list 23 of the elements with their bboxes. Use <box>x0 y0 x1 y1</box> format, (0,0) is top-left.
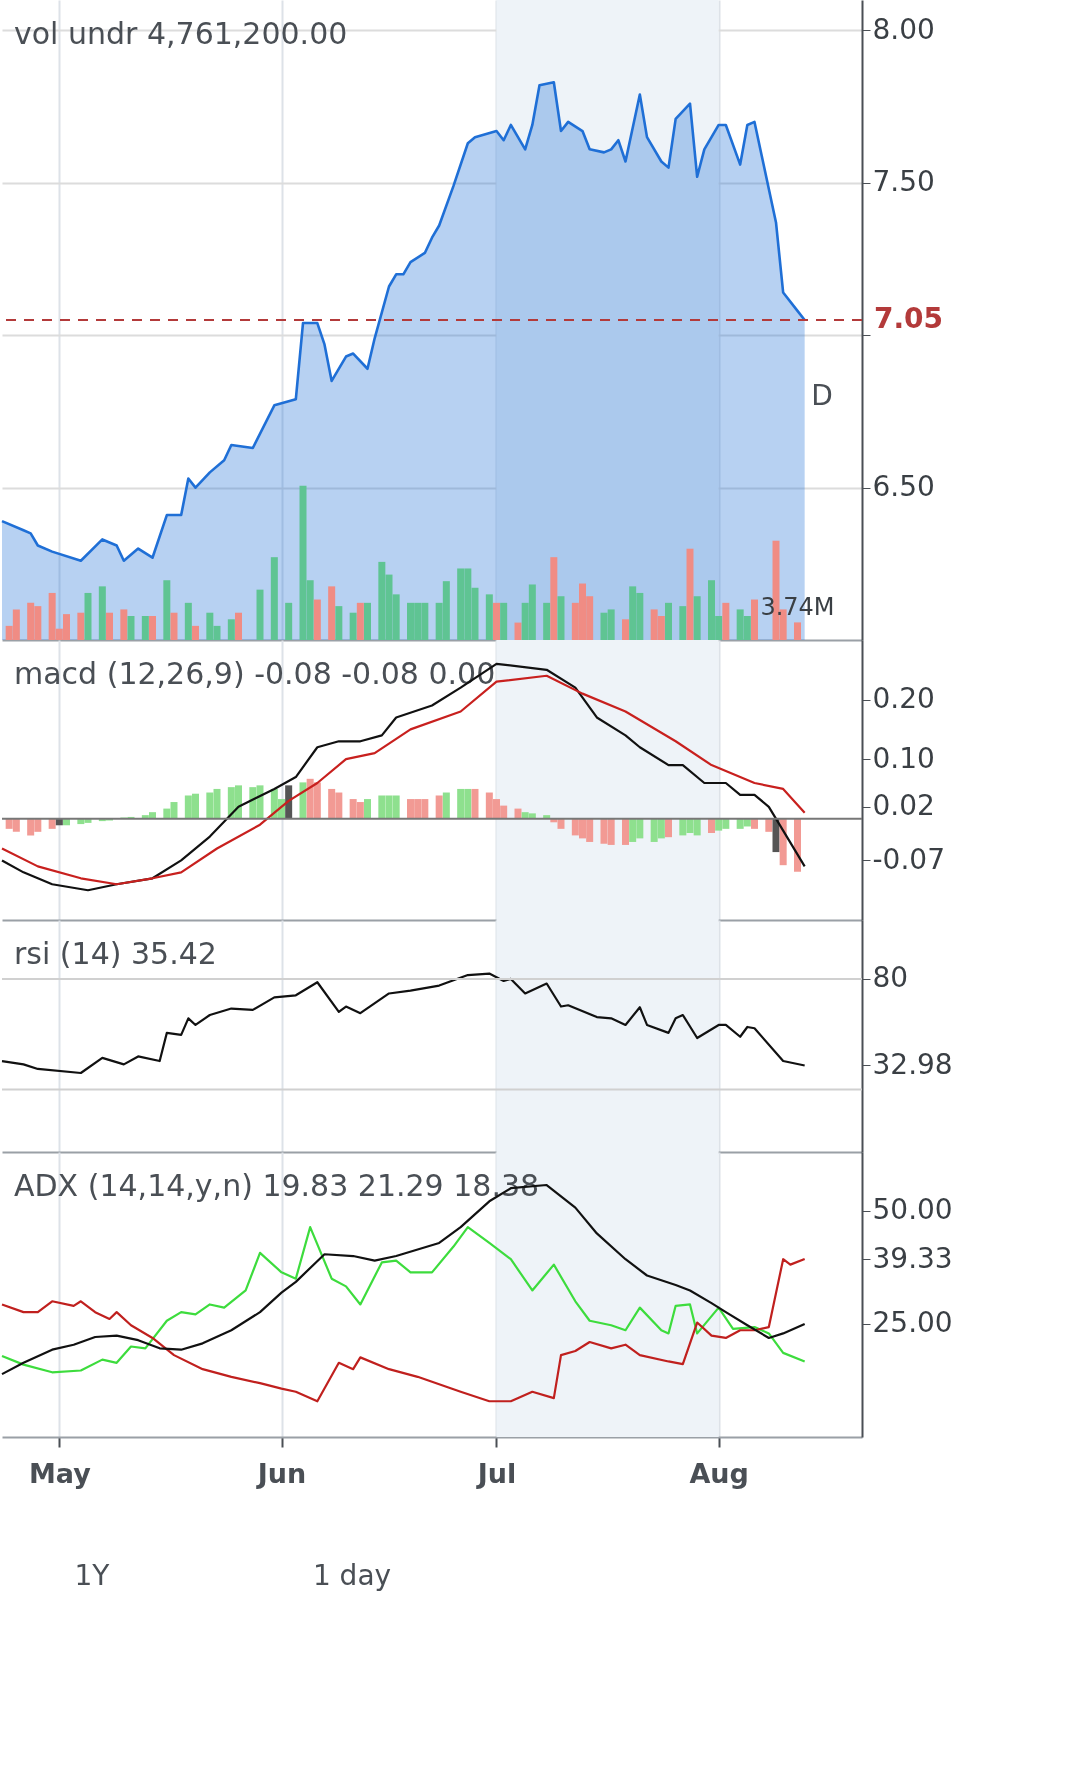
x-tick-label: Jun <box>255 1457 307 1489</box>
y-tick-label: 0.02 <box>872 789 935 823</box>
y-tick-label: 8.00 <box>872 12 935 46</box>
text: 1Y <box>74 1559 111 1592</box>
y-tick-label: 39.33 <box>872 1241 953 1275</box>
y-tick-label: 80 <box>872 961 909 995</box>
x-tick-label: Jul <box>475 1457 517 1489</box>
ref-line-label: 7.05 <box>874 302 944 335</box>
text: 1 day <box>312 1559 392 1592</box>
annotation: D <box>811 378 833 412</box>
x-tick-label: Aug <box>689 1457 749 1489</box>
y-tick-label: 32.98 <box>872 1048 953 1081</box>
y-tick-label: -0.07 <box>872 842 945 876</box>
text: ADX (14,14,y,n) 19.83 21.29 18.38 <box>14 1168 540 1203</box>
y-tick-label: 0.20 <box>872 682 935 716</box>
y-tick-label: 50.00 <box>872 1193 953 1227</box>
y-tick-label: 6.50 <box>872 470 935 504</box>
text: vol undr 4,761,200.00 <box>14 16 348 51</box>
x-tick-label: May <box>28 1457 92 1489</box>
y-tick-label: 0.10 <box>872 741 935 775</box>
text: rsi (14) 35.42 <box>14 936 217 971</box>
y-tick-label: 7.50 <box>872 165 935 199</box>
y-tick-label: 25.00 <box>872 1306 953 1340</box>
